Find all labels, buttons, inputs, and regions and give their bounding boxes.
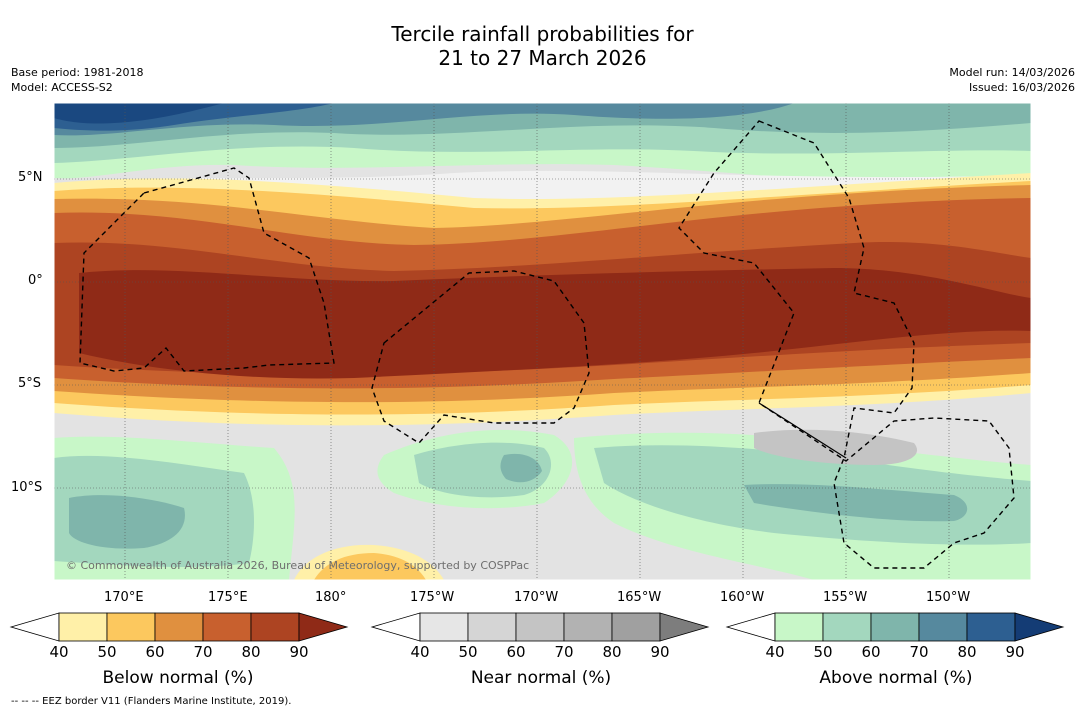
cb-below-tick-70: 70 bbox=[193, 643, 213, 661]
cb-near-tick-60: 60 bbox=[506, 643, 526, 661]
cb-above-tick-60: 60 bbox=[861, 643, 881, 661]
cb-near-tick-70: 70 bbox=[554, 643, 574, 661]
cb-above-cap-low bbox=[725, 612, 776, 642]
cb-below-tick-50: 50 bbox=[97, 643, 117, 661]
cb-above-tick-70: 70 bbox=[909, 643, 929, 661]
cb-near-tick-50: 50 bbox=[458, 643, 478, 661]
map-title: Tercile rainfall probabilities for 21 to… bbox=[0, 22, 1085, 70]
cb-near-70 bbox=[515, 612, 565, 642]
issued-date: Issued: 16/03/2026 bbox=[968, 81, 1075, 94]
eez-kiribati-gilbert bbox=[79, 167, 335, 372]
lat-label-10s: 10°S bbox=[11, 480, 43, 495]
model-name: Model: ACCESS-S2 bbox=[11, 81, 113, 94]
cb-below-cap-low bbox=[9, 612, 60, 642]
cb-below-80 bbox=[202, 612, 252, 642]
lon-label-175w: 175°W bbox=[410, 590, 455, 605]
cb-below-label: Below normal (%) bbox=[102, 668, 254, 688]
colorbars bbox=[9, 612, 1065, 642]
cb-near-label: Near normal (%) bbox=[470, 668, 612, 688]
cb-above-tick-80: 80 bbox=[957, 643, 977, 661]
lon-label-170w: 170°W bbox=[514, 590, 559, 605]
cb-below-60 bbox=[106, 612, 156, 642]
colorbar-above-normal bbox=[725, 612, 1065, 642]
lon-label-175e: 175°E bbox=[208, 590, 248, 605]
lat-label-5n: 5°N bbox=[18, 170, 43, 185]
rainfall-probability-map bbox=[54, 103, 1031, 580]
cb-below-50 bbox=[58, 612, 108, 642]
cb-below-tick-60: 60 bbox=[145, 643, 165, 661]
lat-label-0: 0° bbox=[28, 273, 43, 288]
above-normal-south-west-60 bbox=[69, 495, 185, 549]
lon-label-150w: 150°W bbox=[926, 590, 971, 605]
lon-label-155w: 155°W bbox=[823, 590, 868, 605]
cb-near-50 bbox=[419, 612, 469, 642]
cb-below-tick-80: 80 bbox=[241, 643, 261, 661]
cb-above-tick-40: 40 bbox=[765, 643, 785, 661]
cb-below-cap-high bbox=[298, 612, 349, 642]
model-run: Model run: 14/03/2026 bbox=[949, 66, 1075, 79]
below-normal-90 bbox=[79, 268, 1031, 379]
colorbar-below-normal bbox=[9, 612, 349, 642]
lat-label-5s: 5°S bbox=[18, 376, 42, 391]
eez-line-islands-solid bbox=[758, 402, 847, 459]
map-gridlines bbox=[54, 103, 1031, 580]
cb-above-60 bbox=[822, 612, 872, 642]
cb-above-tick-90: 90 bbox=[1005, 643, 1025, 661]
cb-above-80 bbox=[918, 612, 968, 642]
eez-borders bbox=[79, 120, 1015, 569]
cb-above-70 bbox=[870, 612, 920, 642]
lon-label-170e: 170°E bbox=[104, 590, 144, 605]
above-normal-east-60 bbox=[744, 484, 968, 522]
cb-above-cap-high bbox=[1014, 612, 1065, 642]
cb-near-cap-high bbox=[659, 612, 710, 642]
meta-left: Base period: 1981-2018 Model: ACCESS-S2 bbox=[11, 65, 143, 95]
above-normal-central-60 bbox=[500, 453, 542, 483]
copyright-notice: © Commonwealth of Australia 2026, Bureau… bbox=[66, 559, 530, 572]
eez-footnote: -- -- -- EEZ border V11 (Flanders Marine… bbox=[11, 696, 292, 707]
title-line-2: 21 to 27 March 2026 bbox=[438, 46, 647, 70]
cb-near-60 bbox=[467, 612, 517, 642]
cb-below-tick-90: 90 bbox=[289, 643, 309, 661]
cb-near-tick-80: 80 bbox=[602, 643, 622, 661]
colorbar-near-normal bbox=[370, 612, 710, 642]
cb-near-tick-40: 40 bbox=[410, 643, 430, 661]
meta-right: Model run: 14/03/2026 Issued: 16/03/2026 bbox=[949, 65, 1075, 95]
cb-near-90 bbox=[611, 612, 661, 642]
base-period: Base period: 1981-2018 bbox=[11, 66, 144, 79]
lon-label-160w: 160°W bbox=[720, 590, 765, 605]
cb-below-tick-40: 40 bbox=[49, 643, 69, 661]
cb-above-label: Above normal (%) bbox=[819, 668, 973, 688]
cb-below-90 bbox=[250, 612, 300, 642]
above-normal-north-90 bbox=[54, 103, 224, 124]
cb-above-50 bbox=[774, 612, 824, 642]
lon-label-165w: 165°W bbox=[617, 590, 662, 605]
cb-above-tick-50: 50 bbox=[813, 643, 833, 661]
eez-phoenix-islands bbox=[371, 270, 590, 444]
cb-above-90 bbox=[966, 612, 1016, 642]
lon-label-180: 180° bbox=[315, 590, 347, 605]
title-line-1: Tercile rainfall probabilities for bbox=[391, 22, 694, 46]
cb-below-70 bbox=[154, 612, 204, 642]
cb-near-80 bbox=[563, 612, 613, 642]
cb-near-cap-low bbox=[370, 612, 421, 642]
below-normal-south-patch bbox=[314, 553, 426, 580]
near-normal-south-gray bbox=[754, 429, 918, 465]
cb-near-tick-90: 90 bbox=[650, 643, 670, 661]
